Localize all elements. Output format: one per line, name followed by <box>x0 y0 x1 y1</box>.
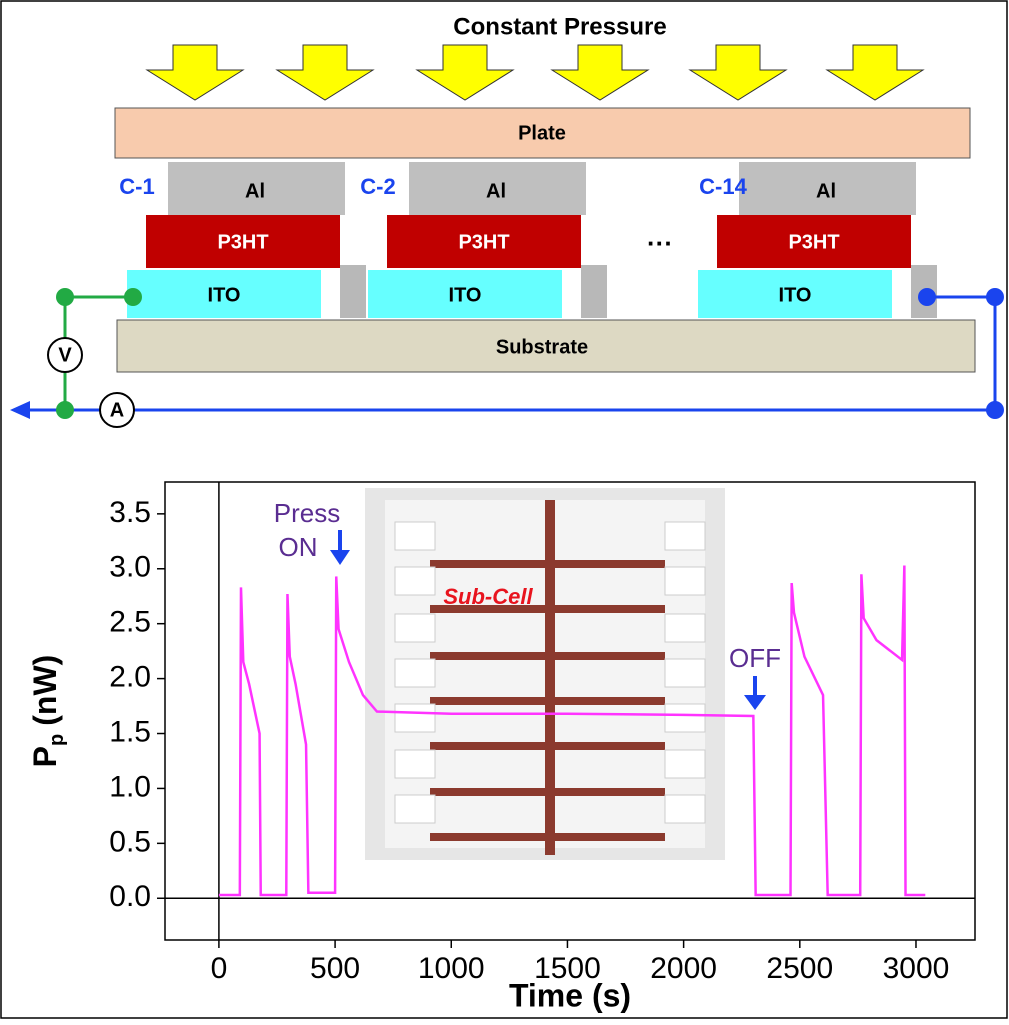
node <box>56 288 74 306</box>
ito-layer <box>127 270 321 318</box>
y-tick-label: 0.0 <box>109 880 151 913</box>
node <box>986 288 1004 306</box>
arrow <box>145 44 245 101</box>
x-tick-label: 1500 <box>534 952 601 985</box>
y-tick-label: 2.5 <box>109 606 151 639</box>
cell-label: C-14 <box>699 174 747 199</box>
al-side <box>340 265 366 318</box>
arrow <box>825 44 925 101</box>
tab <box>394 749 436 779</box>
cell-label: C-2 <box>360 174 395 199</box>
bus-line <box>545 500 555 855</box>
y-axis-title-part: P <box>27 746 63 767</box>
al-label: Al <box>816 180 836 202</box>
annotation: OFF <box>729 643 781 673</box>
inset-photo <box>365 488 725 860</box>
plate-label: Plate <box>518 122 566 144</box>
cell-label: C-1 <box>119 174 154 199</box>
arrow <box>688 44 788 101</box>
node <box>124 288 142 306</box>
y-tick-label: 3.0 <box>109 551 151 584</box>
al-electrode <box>409 162 586 215</box>
substrate-label: Substrate <box>496 336 588 358</box>
tab <box>664 658 706 688</box>
ito-layer <box>368 270 562 318</box>
x-tick-label: 0 <box>211 952 228 985</box>
x-tick-label: 500 <box>310 952 360 985</box>
plot-frame <box>164 481 976 941</box>
y-tick-label: 3.5 <box>109 496 151 529</box>
al-electrode <box>168 162 345 215</box>
annotation: ON <box>279 532 318 562</box>
tab <box>394 521 436 551</box>
ito-layer <box>698 270 892 318</box>
arrow-head <box>10 401 30 419</box>
tab <box>394 794 436 824</box>
y-tick-label: 1.5 <box>109 715 151 748</box>
x-axis-title: Time (s) <box>509 977 631 1013</box>
y-axis-title-part: (nW) <box>27 655 63 726</box>
node <box>918 288 936 306</box>
ito-label: ITO <box>779 284 812 306</box>
x-tick-label: 2000 <box>650 952 717 985</box>
al-electrode <box>739 162 916 215</box>
tab <box>664 749 706 779</box>
y-tick-label: 0.5 <box>109 825 151 858</box>
ammeter <box>99 392 135 428</box>
tab <box>664 703 706 733</box>
meter-label: V <box>58 344 72 366</box>
y-tick-label: 1.0 <box>109 770 151 803</box>
tab <box>664 566 706 596</box>
tab <box>394 566 436 596</box>
tab <box>664 521 706 551</box>
p3ht-label: P3HT <box>458 231 509 253</box>
tab <box>664 613 706 643</box>
tab <box>664 794 706 824</box>
annotation-arrow-head <box>330 550 350 565</box>
p3ht-layer <box>717 215 911 268</box>
substrate <box>116 319 976 373</box>
tab <box>394 613 436 643</box>
x-tick-label: 2500 <box>766 952 833 985</box>
plate <box>114 107 971 159</box>
data-line <box>218 565 926 897</box>
arrow <box>415 44 515 101</box>
node <box>56 401 74 419</box>
x-tick-label: 1000 <box>418 952 485 985</box>
arrow <box>550 44 650 101</box>
y-tick-label: 2.0 <box>109 661 151 694</box>
al-label: Al <box>245 180 265 202</box>
cells: C-1 Al P3HT ITO C-2 Al P3HT ITO C-14 Al P3HT ITO <box>119 162 937 318</box>
p3ht-label: P3HT <box>217 231 268 253</box>
al-label: Al <box>486 180 506 202</box>
ito-label: ITO <box>449 284 482 306</box>
ellipsis: ··· <box>647 228 673 258</box>
tab <box>394 703 436 733</box>
p3ht-label: P3HT <box>788 231 839 253</box>
annotation: Press <box>274 498 340 528</box>
node <box>986 401 1004 419</box>
diagram-title: Constant Pressure <box>453 13 666 40</box>
al-side <box>581 265 607 318</box>
voltmeter <box>47 337 83 373</box>
p3ht-layer <box>387 215 581 268</box>
ito-label: ITO <box>208 284 241 306</box>
chart: 0.0 0.5 1.0 1.5 2.0 2.5 3.0 3.5 0 500 1000 1500 2000… <box>27 481 976 1013</box>
annotation: Sub-Cell <box>443 584 533 609</box>
pressure-arrows <box>145 44 925 101</box>
y-axis-title: Pp (nW) <box>27 655 68 768</box>
tab <box>394 658 436 688</box>
p3ht-layer <box>146 215 340 268</box>
annotation-arrow-head <box>744 695 766 710</box>
y-axis-title-part: p <box>46 734 68 746</box>
meter-label: A <box>110 399 124 421</box>
x-tick-label: 3000 <box>883 952 950 985</box>
circuit: V A <box>10 288 1004 428</box>
arrow <box>275 44 375 101</box>
